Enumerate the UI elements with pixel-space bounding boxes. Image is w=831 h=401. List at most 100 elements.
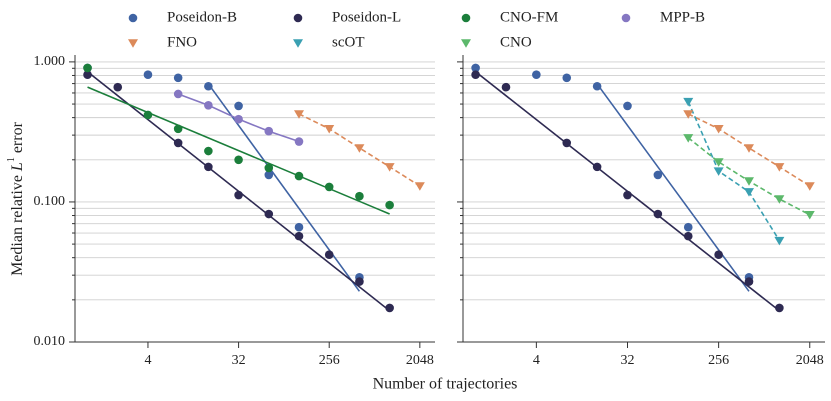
point <box>683 110 694 119</box>
legend-label: MPP-B <box>660 9 705 25</box>
point <box>293 13 303 23</box>
point <box>264 209 274 219</box>
point <box>532 70 541 80</box>
legend-label: Poseidon-L <box>332 9 401 25</box>
point <box>234 155 243 165</box>
point <box>653 209 663 219</box>
fit-line <box>596 83 750 292</box>
y-axis-label: Median relative L1 error <box>6 121 25 276</box>
point <box>744 177 755 186</box>
point <box>592 162 602 172</box>
point <box>324 125 335 134</box>
legend-label: scOT <box>332 34 365 50</box>
point <box>683 134 694 143</box>
point <box>385 200 394 210</box>
point <box>293 39 303 48</box>
y-label-part: L <box>9 162 26 172</box>
point <box>804 211 815 220</box>
point <box>621 13 631 23</box>
point <box>128 39 138 48</box>
point <box>461 13 471 23</box>
y-tick-label: 1.000 <box>34 54 66 69</box>
point <box>324 250 334 260</box>
point <box>234 101 243 111</box>
point <box>204 162 213 172</box>
point <box>501 82 511 92</box>
point <box>294 171 304 181</box>
point <box>294 137 304 146</box>
point <box>173 89 183 99</box>
point <box>204 81 213 91</box>
point <box>355 277 364 286</box>
point <box>173 73 183 83</box>
point <box>562 73 572 83</box>
x-tick-label: 32 <box>620 353 634 368</box>
point <box>128 13 138 23</box>
x-tick-label: 4 <box>144 353 151 368</box>
point <box>204 100 213 110</box>
x-tick-label: 32 <box>232 353 246 368</box>
point <box>414 182 425 191</box>
point <box>562 138 572 148</box>
point <box>355 191 364 201</box>
point <box>234 114 243 124</box>
point <box>623 190 632 200</box>
y-label-part: Median relative <box>9 171 26 276</box>
x-tick-label: 256 <box>319 353 340 368</box>
point <box>653 170 663 180</box>
point <box>143 110 153 120</box>
point <box>623 101 632 111</box>
point <box>384 163 395 172</box>
point <box>173 138 183 148</box>
point <box>83 70 92 80</box>
point <box>461 39 471 48</box>
point <box>683 97 694 107</box>
y-tick-label: 0.100 <box>34 194 66 209</box>
point <box>264 163 274 173</box>
legend-label: CNO <box>500 34 532 50</box>
point <box>294 222 304 232</box>
point <box>774 195 785 204</box>
point <box>143 70 153 80</box>
x-tick-label: 4 <box>533 353 540 368</box>
point <box>264 170 274 180</box>
point <box>744 144 755 153</box>
x-tick-label: 2048 <box>796 353 824 368</box>
x-tick-label: 256 <box>708 353 729 368</box>
fit-line <box>87 86 390 215</box>
legend-label: CNO-FM <box>500 9 558 25</box>
point <box>774 163 785 172</box>
point <box>234 190 243 200</box>
legend-label: Poseidon-B <box>167 9 237 25</box>
point <box>354 144 365 153</box>
point <box>775 303 784 313</box>
legend-label: FNO <box>167 34 197 50</box>
point <box>173 124 183 134</box>
point <box>113 82 123 92</box>
point <box>471 70 480 80</box>
point <box>294 110 305 119</box>
point <box>713 158 724 167</box>
point <box>713 125 724 134</box>
point <box>204 146 213 156</box>
point <box>714 250 723 260</box>
point <box>683 222 693 232</box>
x-axis-label: Number of trajectories <box>373 376 518 393</box>
point <box>471 63 480 73</box>
legend: Poseidon-B Poseidon-L CNO-FM MPP-B FNO scOT CN… <box>128 9 705 50</box>
y-label-sup: 1 <box>6 157 17 162</box>
point <box>744 277 754 286</box>
point <box>385 303 394 313</box>
point <box>592 81 602 91</box>
point <box>804 182 815 191</box>
y-tick-label: 0.010 <box>34 334 66 349</box>
y-label-part: error <box>9 121 26 157</box>
point <box>83 63 92 73</box>
point <box>774 236 785 246</box>
x-tick-label: 2048 <box>406 353 434 368</box>
point <box>294 231 304 241</box>
fit-line <box>207 83 361 292</box>
point <box>324 182 334 192</box>
point <box>713 167 724 176</box>
